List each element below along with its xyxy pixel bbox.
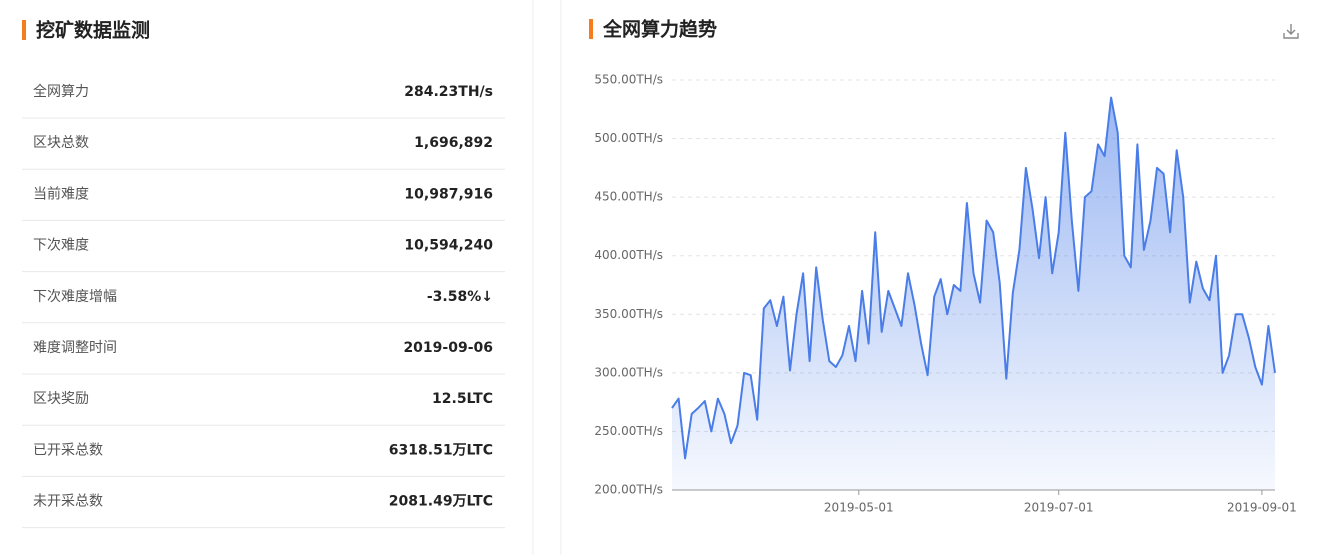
y-tick-label: 250.00TH/s [594, 424, 663, 438]
row-value: 2019-09-06 [403, 340, 493, 356]
row-label: 下次难度增幅 [33, 289, 117, 305]
row-value: 284.23TH/s [404, 84, 493, 100]
row-label: 当前难度 [33, 185, 89, 202]
row-label: 已开采总数 [33, 442, 103, 458]
y-tick-label: 300.00TH/s [594, 365, 663, 379]
panel-title: 挖矿数据监测 [36, 19, 150, 42]
row-label: 全网算力 [33, 83, 89, 100]
y-tick-label: 550.00TH/s [594, 73, 663, 87]
y-tick-label: 400.00TH/s [594, 248, 663, 262]
download-button[interactable] [1283, 24, 1299, 39]
y-tick-label: 350.00TH/s [594, 307, 663, 321]
chart-title: 全网算力趋势 [602, 18, 717, 41]
row-label: 难度调整时间 [33, 340, 117, 356]
line [671, 96, 1276, 460]
row-value: 12.5LTC [432, 391, 493, 407]
row-value: 10,594,240 [404, 238, 493, 254]
row-label: 下次难度 [33, 238, 89, 254]
area [672, 97, 1275, 490]
y-tick-label: 450.00TH/s [594, 190, 663, 204]
x-tick-label: 2019-05-01 [824, 501, 894, 515]
row-value: -3.58%↓ [427, 289, 493, 305]
x-tick-label: 2019-07-01 [1024, 501, 1094, 515]
row-value: 6318.51万LTC [389, 442, 493, 458]
title-marker [589, 19, 593, 39]
row-label: 区块总数 [33, 135, 89, 151]
title-marker [22, 20, 26, 40]
row-value: 1,696,892 [414, 135, 493, 151]
row-value: 10,987,916 [404, 186, 493, 202]
y-tick-label: 500.00TH/s [594, 131, 663, 145]
row-value: 2081.49万LTC [389, 494, 493, 510]
x-tick-label: 2019-09-01 [1227, 501, 1297, 515]
row-label: 未开采总数 [33, 494, 103, 510]
row-label: 区块奖励 [33, 390, 89, 407]
y-tick-label: 200.00TH/s [594, 483, 663, 497]
